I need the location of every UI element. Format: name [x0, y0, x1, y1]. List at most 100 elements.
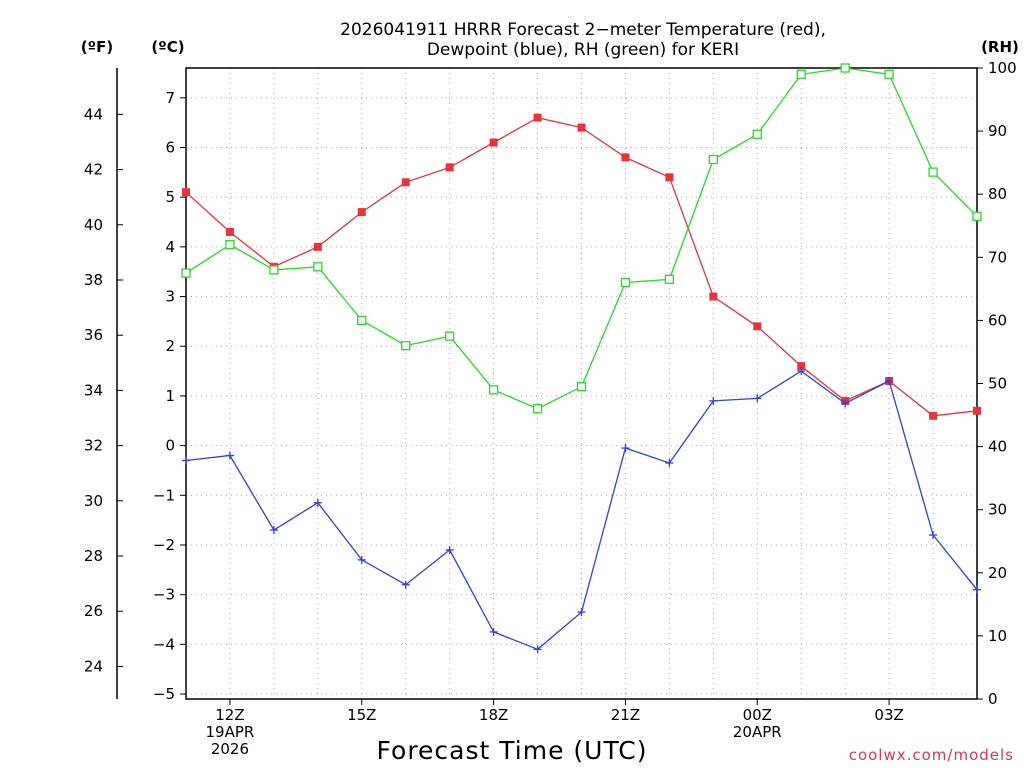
- temperature-point: [401, 178, 410, 187]
- rh-point: [269, 265, 279, 275]
- x-tick-label: 03Z: [874, 706, 903, 724]
- celsius-tick-label: −5: [153, 685, 175, 703]
- series-line-dewpoint: [185, 370, 978, 651]
- celsius-tick-label: 2: [165, 337, 175, 355]
- dewpoint-point: [621, 444, 630, 453]
- rh-point: [796, 69, 806, 79]
- dewpoint-point: [797, 367, 806, 376]
- rh-point: [357, 315, 367, 326]
- temperature-point: [753, 322, 762, 331]
- dewpoint-point: [885, 377, 894, 386]
- dewpoint-point: [225, 451, 234, 460]
- rh-point: [928, 167, 938, 177]
- dewpoint-point: [665, 458, 674, 467]
- rh-tick-label: 70: [988, 248, 1007, 266]
- series-line-temperature: [185, 117, 978, 417]
- temperature-point: [973, 406, 981, 415]
- fahrenheit-tick-label: 24: [84, 657, 103, 675]
- dewpoint-point: [269, 526, 278, 535]
- dewpoint-point: [929, 531, 938, 540]
- dewpoint-point: [753, 394, 762, 403]
- x-tick-label: 2026: [211, 740, 249, 758]
- rh-tick-label: 60: [988, 311, 1007, 329]
- temperature-point: [445, 163, 454, 172]
- rh-point: [225, 240, 235, 250]
- rh-tick-label: 40: [988, 438, 1007, 456]
- dewpoint-point: [973, 585, 981, 594]
- dewpoint-point: [401, 580, 410, 589]
- rh-tick-label: 10: [988, 627, 1007, 645]
- celsius-tick-label: 1: [165, 387, 175, 405]
- fahrenheit-unit-label: (ºF): [81, 38, 113, 56]
- dewpoint-point: [709, 396, 718, 405]
- x-tick-label: 20APR: [733, 723, 782, 741]
- rh-point: [445, 331, 455, 341]
- celsius-tick-label: 4: [165, 238, 175, 256]
- credit-text: coolwx.com/models: [849, 746, 1014, 764]
- rh-point: [708, 154, 718, 165]
- rh-point: [576, 382, 587, 392]
- temperature-point: [357, 208, 366, 217]
- celsius-unit-label: (ºC): [151, 38, 184, 56]
- temperature-point: [225, 227, 234, 236]
- temperature-point: [533, 113, 542, 122]
- dewpoint-point: [533, 645, 542, 654]
- rh-point: [401, 340, 411, 351]
- celsius-tick-label: 7: [165, 89, 175, 107]
- dewpoint-point: [841, 399, 850, 408]
- fahrenheit-tick-label: 26: [84, 602, 103, 620]
- fahrenheit-tick-label: 34: [84, 381, 103, 399]
- rh-point: [532, 404, 543, 414]
- temperature-point: [665, 173, 674, 182]
- dewpoint-point: [577, 608, 586, 617]
- rh-tick-label: 0: [988, 690, 998, 708]
- series-layer: [181, 63, 982, 654]
- rh-unit-label: (RH): [981, 38, 1019, 56]
- temperature-point: [577, 123, 586, 132]
- temperature-point: [621, 153, 630, 162]
- temperature-point: [709, 292, 718, 301]
- x-tick-label: 12Z: [215, 706, 244, 724]
- rh-point: [181, 268, 191, 278]
- x-tick-label: 15Z: [347, 706, 376, 724]
- fahrenheit-tick-label: 28: [84, 547, 103, 565]
- fahrenheit-tick-label: 42: [84, 161, 103, 179]
- temperature-point: [797, 362, 806, 371]
- fahrenheit-tick-label: 38: [84, 271, 103, 289]
- rh-tick-label: 50: [988, 375, 1007, 393]
- rh-point: [488, 385, 499, 395]
- celsius-tick-label: 5: [165, 188, 175, 206]
- dewpoint-point: [182, 456, 190, 465]
- fahrenheit-tick-label: 44: [84, 105, 103, 123]
- rh-point: [840, 63, 850, 73]
- celsius-tick-label: −3: [153, 586, 175, 604]
- fahrenheit-tick-label: 32: [84, 437, 103, 455]
- temperature-point: [313, 242, 322, 251]
- celsius-tick-label: −1: [153, 486, 175, 504]
- x-tick-label: 21Z: [611, 706, 640, 724]
- grid: [186, 68, 977, 699]
- rh-point: [620, 277, 631, 288]
- rh-point: [884, 69, 894, 79]
- x-tick-label: 19APR: [206, 723, 255, 741]
- temperature-point: [489, 138, 498, 147]
- rh-point: [752, 129, 762, 139]
- x-axis-label: Forecast Time (UTC): [377, 736, 648, 765]
- fahrenheit-tick-label: 36: [84, 326, 103, 344]
- rh-point: [313, 262, 323, 272]
- rh-tick-label: 90: [988, 122, 1007, 140]
- axes-layer: 76543210−1−2−3−4−54442403836343230282624…: [84, 59, 1017, 758]
- dewpoint-point: [357, 555, 366, 564]
- rh-tick-label: 20: [988, 564, 1007, 582]
- fahrenheit-tick-label: 30: [84, 492, 103, 510]
- fahrenheit-tick-label: 40: [84, 216, 103, 234]
- temperature-point: [929, 411, 938, 420]
- x-tick-label: 00Z: [743, 706, 772, 724]
- rh-tick-label: 100: [988, 59, 1017, 77]
- celsius-tick-label: −2: [153, 536, 175, 554]
- dewpoint-point: [445, 545, 454, 554]
- temperature-point: [182, 188, 190, 197]
- celsius-tick-label: −4: [153, 635, 175, 653]
- x-tick-label: 18Z: [479, 706, 508, 724]
